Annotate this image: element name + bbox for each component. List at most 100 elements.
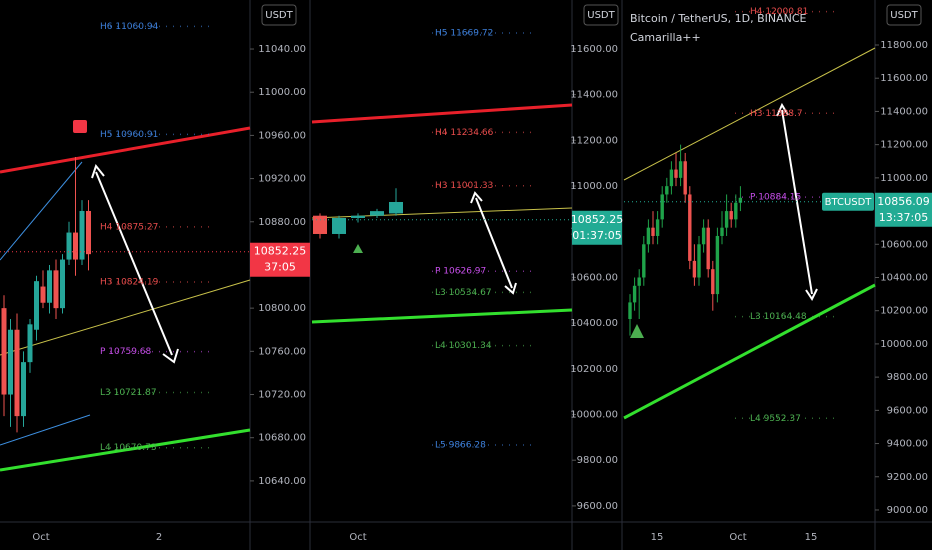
y-tick-label: 10000.00 xyxy=(880,339,928,350)
candle-body xyxy=(34,281,39,330)
y-tick-label: 9800.00 xyxy=(577,455,618,466)
pivot-label: H3 11388.7 xyxy=(750,109,803,119)
candle-body xyxy=(8,329,13,395)
currency-button[interactable] xyxy=(886,4,922,26)
candle-body xyxy=(21,362,26,417)
price-label: 10852.25 xyxy=(571,213,624,226)
arrow-head xyxy=(470,191,483,204)
candle-body xyxy=(724,211,729,228)
candle-body xyxy=(720,227,724,236)
trend-line xyxy=(0,279,251,356)
pivot-label: H6 11060.94 xyxy=(100,22,159,32)
y-tick-label: 10680.00 xyxy=(258,433,306,444)
y-tick-label: 10200.00 xyxy=(880,306,928,317)
price-label: 10852.25 xyxy=(254,245,307,258)
trend-line xyxy=(0,161,83,261)
countdown: 13:37:05 xyxy=(879,211,928,224)
y-tick-label: 11000.00 xyxy=(570,181,618,192)
trend-line xyxy=(311,308,573,324)
pivot-label: L4 10670.73 xyxy=(100,443,157,453)
price-tag xyxy=(875,192,932,227)
trend-line xyxy=(0,126,251,174)
price-label: 10856.09 xyxy=(877,195,930,208)
pivot-label: L5 9866.28 xyxy=(435,441,486,451)
candle-body xyxy=(651,227,655,236)
trend-line xyxy=(311,103,573,124)
y-tick-label: 9000.00 xyxy=(887,505,928,516)
pivot-label: H5 10960.91 xyxy=(100,130,158,140)
trend-line xyxy=(0,414,91,446)
candle-body xyxy=(669,169,674,187)
x-tick-label: 15 xyxy=(651,532,664,543)
pivot-label: H3 10824.19 xyxy=(100,278,159,288)
candle-body xyxy=(389,201,403,214)
arrow-head xyxy=(504,282,517,295)
y-tick-label: 11200.00 xyxy=(570,135,618,146)
y-tick-label: 9200.00 xyxy=(887,472,928,483)
symbol-tag xyxy=(822,192,874,211)
y-tick-label: 10600.00 xyxy=(570,272,618,283)
candle-body xyxy=(683,161,687,195)
candle-body xyxy=(40,286,46,303)
trend-line xyxy=(0,428,251,472)
arrow xyxy=(95,171,173,356)
pivot-label: H3 11001.33 xyxy=(435,181,493,191)
chart-title: Bitcoin / TetherUS, 1D, BINANCE xyxy=(630,12,807,25)
y-tick-label: 9400.00 xyxy=(887,439,928,450)
pivot-label: L3 10721.87 xyxy=(100,388,157,398)
alert-flag[interactable] xyxy=(73,120,87,133)
currency-label: USDT xyxy=(890,10,918,21)
y-tick-label: 10640.00 xyxy=(258,476,306,487)
pivot-label: P 10884.15 xyxy=(750,193,801,203)
candle-body xyxy=(692,260,697,278)
candle-body xyxy=(678,161,683,178)
candle-body xyxy=(665,186,669,195)
currency-button[interactable] xyxy=(583,4,619,26)
y-tick-label: 11400.00 xyxy=(880,106,928,117)
y-tick-label: 10400.00 xyxy=(880,272,928,283)
candle-body xyxy=(60,259,65,309)
y-tick-label: 10800.00 xyxy=(258,303,306,314)
y-tick-label: 10720.00 xyxy=(258,390,306,401)
x-tick-label: Oct xyxy=(349,532,366,543)
candle-body xyxy=(637,277,641,286)
candle-body xyxy=(642,244,646,278)
x-tick-label: Oct xyxy=(32,532,49,543)
pivot-label: P 10626.97 xyxy=(435,267,486,277)
candle-body xyxy=(660,194,664,220)
pivot-label: L4 9552.37 xyxy=(750,414,801,424)
y-tick-label: 10960.00 xyxy=(258,130,306,141)
candle-body xyxy=(370,211,384,216)
candle-body xyxy=(47,270,52,303)
candle-body xyxy=(332,217,346,234)
arrow-head xyxy=(91,163,105,179)
price-tag xyxy=(250,242,310,277)
candle-body xyxy=(715,235,720,295)
candle-body xyxy=(79,210,85,260)
y-tick-label: 9600.00 xyxy=(887,405,928,416)
candle-body xyxy=(688,194,692,261)
pivot-label: H5 11669.72 xyxy=(435,28,493,38)
x-tick-label: Oct xyxy=(729,532,746,543)
x-tick-label: 15 xyxy=(805,532,818,543)
currency-button[interactable] xyxy=(261,4,297,26)
candle-body xyxy=(706,227,710,270)
pivot-label: L3 10164.48 xyxy=(750,312,807,322)
candle-body xyxy=(674,169,678,178)
y-tick-label: 9800.00 xyxy=(887,372,928,383)
y-tick-label: 11200.00 xyxy=(880,140,928,151)
candle-body xyxy=(1,308,7,395)
candle-body xyxy=(701,227,706,245)
y-tick-label: 10400.00 xyxy=(570,318,618,329)
indicator-name: Camarilla++ xyxy=(630,31,701,44)
candle-body xyxy=(738,197,743,203)
y-tick-label: 11800.00 xyxy=(880,40,928,51)
candle-body xyxy=(313,215,327,234)
y-tick-label: 11000.00 xyxy=(258,87,306,98)
pivot-label: L4 10301.34 xyxy=(435,341,492,351)
y-tick-label: 10600.00 xyxy=(880,239,928,250)
arrow xyxy=(475,197,513,289)
candle-body xyxy=(711,269,715,295)
countdown: 01:37:05 xyxy=(572,229,621,242)
